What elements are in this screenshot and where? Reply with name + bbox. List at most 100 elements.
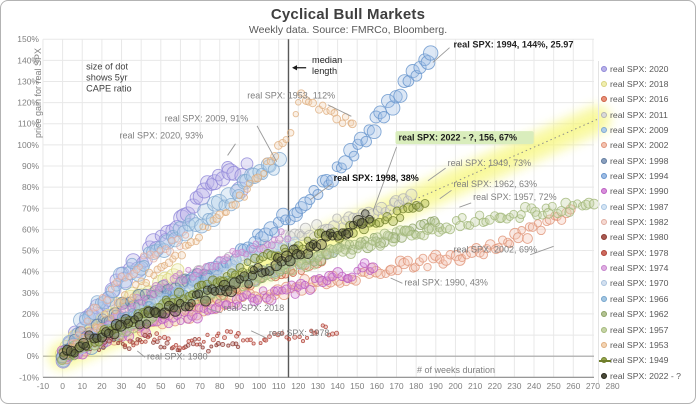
y-tick-label: 50% (22, 246, 39, 256)
y-tick-label: 120% (17, 98, 39, 108)
legend-marker-2022 (601, 372, 607, 379)
leader-line (327, 104, 352, 117)
annotation-label-1949: real SPX: 1949, 73% (448, 158, 532, 168)
legend-marker-1978 (601, 249, 607, 256)
x-tick-label: 100 (252, 381, 266, 391)
y-tick-label: 20% (22, 309, 39, 319)
leader-line (207, 308, 222, 314)
y-tick-label: 10% (22, 330, 39, 340)
legend-label-2011: real SPX: 2011 (610, 109, 668, 120)
annotation-median-note: median (312, 55, 342, 65)
x-tick-label: -10 (37, 381, 50, 391)
x-tick-label: 70 (195, 381, 205, 391)
y-tick-label: 140% (17, 55, 39, 65)
legend-item-1990: real SPX: 1990 (601, 184, 695, 199)
leader-line (256, 125, 278, 162)
leader-line (372, 146, 397, 212)
legend-item-1978: real SPX: 1978 (601, 245, 695, 260)
leader-line (459, 202, 472, 208)
legend-item-1949: real SPX: 1949 (599, 353, 695, 368)
leader-line (136, 350, 146, 358)
legend-marker-1966 (601, 295, 607, 302)
leader-line (427, 167, 446, 182)
annotation-label-2020: real SPX: 2020, 93% (120, 131, 204, 141)
legend-item-1974: real SPX: 1974 (601, 260, 695, 275)
legend-label-1994: real SPX: 1994 (610, 171, 669, 182)
x-tick-label: 120 (291, 381, 305, 391)
legend-marker-2018 (601, 81, 607, 88)
y-axis-label: price gain for real SPX (33, 48, 43, 138)
annotation-cape-note: size of dot (86, 61, 128, 71)
legend-marker-1987 (601, 203, 607, 210)
legend-label-1957: real SPX: 1957 (610, 324, 669, 335)
legend-item-2016: real SPX: 2016 (601, 92, 695, 107)
legend: real SPX: 2020 real SPX: 2018 real SPX: 20… (598, 61, 695, 384)
legend-item-2018: real SPX: 2018 (601, 76, 695, 91)
x-tick-label: 230 (507, 381, 521, 391)
x-tick-label: 220 (488, 381, 502, 391)
legend-label-1949: real SPX: 1949 (610, 355, 669, 366)
x-tick-label: 30 (117, 381, 127, 391)
legend-item-1982: real SPX: 1982 (601, 214, 695, 229)
legend-marker-1990 (601, 188, 607, 195)
legend-item-2020: real SPX: 2020 (601, 61, 695, 76)
legend-item-2009: real SPX: 2009 (601, 122, 695, 137)
x-tick-label: 80 (215, 381, 225, 391)
leader-line (439, 189, 452, 200)
x-tick-label: 210 (468, 381, 482, 391)
y-tick-label: 80% (22, 182, 39, 192)
x-tick-label: 190 (429, 381, 443, 391)
annotation-label-1980: real SPX: 1980 (147, 351, 208, 361)
annotation-label-2009: real SPX: 2009, 91% (165, 114, 249, 124)
x-tick-label: 150 (350, 381, 364, 391)
chart-subtitle: Weekly data. Source: FMRCo, Bloomberg. (248, 24, 448, 36)
legend-marker-1953 (601, 341, 607, 348)
series-2022 (59, 209, 374, 360)
x-tick-label: 270 (586, 381, 600, 391)
legend-label-1953: real SPX: 1953 (610, 339, 669, 350)
x-tick-label: 50 (156, 381, 166, 391)
legend-marker-1982 (601, 219, 607, 226)
leader-line (390, 277, 403, 284)
legend-marker-1962 (601, 311, 607, 318)
y-tick-label: 150% (17, 34, 39, 44)
x-tick-label: 10 (78, 381, 88, 391)
legend-label-2009: real SPX: 2009 (610, 125, 669, 136)
legend-label-2018: real SPX: 2018 (610, 79, 669, 90)
x-tick-label: 40 (136, 381, 146, 391)
leader-line (432, 47, 450, 63)
y-tick-label: 100% (17, 140, 39, 150)
y-tick-label: 60% (22, 224, 39, 234)
x-tick-label: 180 (409, 381, 423, 391)
x-tick-label: 0 (60, 381, 65, 391)
x-tick-label: 60 (176, 381, 186, 391)
x-tick-label: 280 (605, 381, 619, 391)
legend-label-1987: real SPX: 1987 (610, 201, 669, 212)
legend-label-1978: real SPX: 1978 (610, 247, 669, 258)
annotation-cape-note: shows 5yr (86, 72, 127, 82)
y-tick-label: -10% (19, 372, 39, 382)
legend-item-1970: real SPX: 1970 (601, 276, 695, 291)
legend-marker-1980 (601, 234, 607, 241)
legend-label-2022: real SPX: 2022 - ? (610, 370, 681, 381)
legend-marker-1970 (601, 280, 607, 287)
y-tick-label: 70% (22, 203, 39, 213)
legend-label-1982: real SPX: 1982 (610, 217, 669, 228)
y-tick-label: 40% (22, 267, 39, 277)
legend-marker-2020 (601, 65, 607, 72)
x-tick-label: 200 (448, 381, 462, 391)
x-tick-label: 90 (235, 381, 245, 391)
annotation-median-note: length (312, 66, 337, 76)
x-tick-label: 240 (527, 381, 541, 391)
legend-item-2022: real SPX: 2022 - ? (601, 368, 695, 383)
legend-marker-1998 (601, 157, 607, 164)
legend-marker-1994 (601, 173, 607, 180)
annotation-label-2022: real SPX: 2022 - ?, 156, 67% (398, 133, 517, 143)
y-tick-label: 130% (17, 76, 39, 86)
annotation-cape-note: CAPE ratio (86, 83, 131, 93)
legend-marker-1949 (599, 357, 611, 364)
legend-marker-2009 (601, 127, 607, 134)
legend-item-1957: real SPX: 1957 (601, 322, 695, 337)
